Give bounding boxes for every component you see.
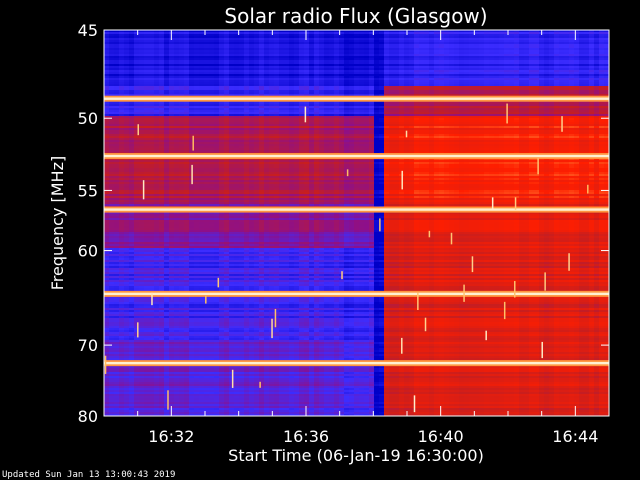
x-axis-label: Start Time (06-Jan-19 16:30:00) bbox=[228, 446, 484, 465]
x-tick-label: 16:36 bbox=[283, 427, 329, 446]
x-tick-label: 16:32 bbox=[148, 427, 194, 446]
updated-timestamp: Updated Sun Jan 13 13:00:43 2019 bbox=[2, 470, 175, 480]
x-tick-label: 16:40 bbox=[418, 427, 464, 446]
y-tick-label: 60 bbox=[78, 242, 98, 261]
y-tick-label: 45 bbox=[78, 21, 98, 40]
plot-area bbox=[104, 30, 609, 416]
x-tick-label: 16:44 bbox=[552, 427, 598, 446]
y-tick-label: 50 bbox=[78, 109, 98, 128]
chart-title: Solar radio Flux (Glasgow) bbox=[224, 4, 487, 28]
plot-frame bbox=[103, 29, 610, 417]
y-tick-label: 55 bbox=[78, 181, 98, 200]
x-axis: 16:32 16:36 16:40 16:44 bbox=[137, 30, 598, 446]
y-tick-label: 80 bbox=[78, 407, 98, 426]
spectrogram-image bbox=[104, 30, 609, 416]
y-axis: 45 50 55 60 70 80 bbox=[78, 21, 609, 426]
y-axis-label: Frequency [MHz] bbox=[48, 156, 67, 290]
y-tick-label: 70 bbox=[78, 336, 98, 355]
